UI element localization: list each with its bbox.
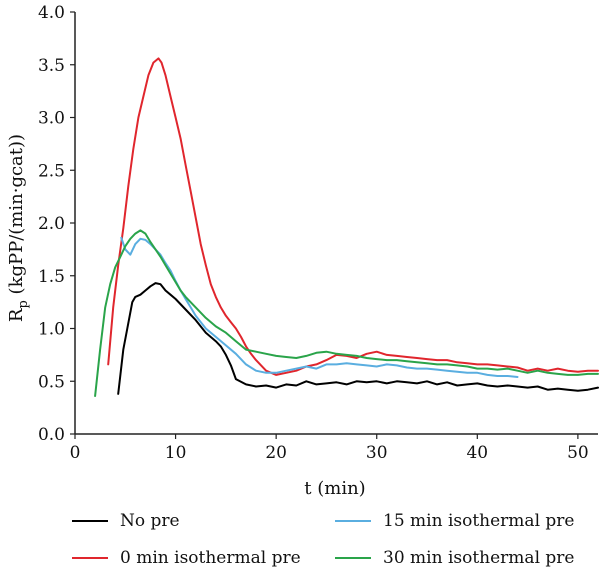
y-tick-label: 3.0 — [38, 109, 65, 129]
x-tick-label: 30 — [366, 443, 388, 463]
y-tick-label: 1.0 — [38, 320, 65, 340]
series-line-no-pre — [117, 282, 599, 395]
y-tick-label: 1.5 — [38, 267, 65, 287]
x-tick-label: 10 — [165, 443, 187, 463]
y-axis-label: Rp (kgPP/(min·gcat)) — [6, 134, 31, 322]
series-line-30-min-isothermal-pre — [94, 229, 599, 397]
x-tick-label: 40 — [466, 443, 488, 463]
series-line-15-min-isothermal-pre — [120, 236, 519, 378]
x-tick-label: 0 — [70, 443, 81, 463]
x-ticks: 0 10 20 30 40 50 — [70, 434, 589, 463]
legend-label-0-min-isothermal-pre: 0 min isothermal pre — [120, 548, 301, 568]
series-lines — [94, 57, 599, 397]
y-axis-label-unit: (kgPP/(min·gcat)) — [6, 134, 27, 300]
legend-label-30-min-isothermal-pre: 30 min isothermal pre — [383, 548, 574, 568]
x-axis-label: t (min) — [304, 478, 365, 499]
y-axis-label-main: R — [6, 308, 27, 322]
y-tick-label: 0.5 — [38, 372, 65, 392]
y-tick-label: 2.0 — [38, 214, 65, 234]
series-line-0-min-isothermal-pre — [107, 57, 599, 376]
y-tick-label: 0.0 — [38, 425, 65, 445]
y-tick-label: 4.0 — [38, 3, 65, 23]
legend-label-15-min-isothermal-pre: 15 min isothermal pre — [383, 511, 574, 531]
y-axis-label-subscript: p — [16, 300, 31, 308]
y-tick-label: 2.5 — [38, 161, 65, 181]
legend-label-no-pre: No pre — [120, 511, 180, 531]
y-tick-label: 3.5 — [38, 56, 65, 76]
legend: No pre 0 min isothermal pre 15 min isother… — [72, 511, 574, 568]
x-tick-label: 50 — [567, 443, 589, 463]
y-ticks: 0.0 0.5 1.0 1.5 2.0 2.5 3.0 3.5 4.0 — [38, 3, 75, 445]
x-tick-label: 20 — [265, 443, 287, 463]
